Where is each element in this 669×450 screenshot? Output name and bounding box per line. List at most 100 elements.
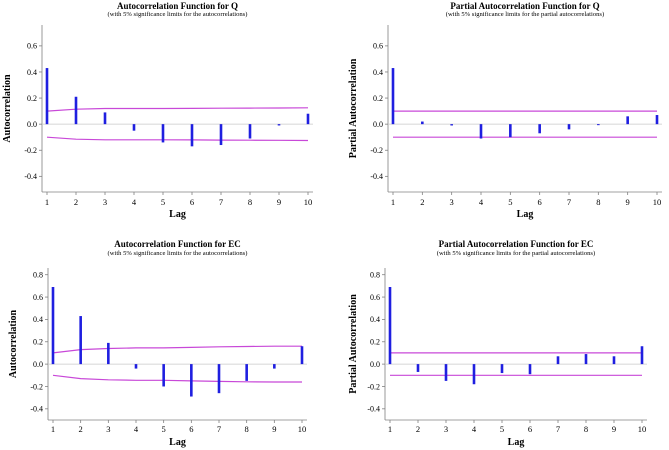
x-tick-label: 4 bbox=[479, 197, 484, 207]
y-tick-label: -0.2 bbox=[367, 382, 380, 391]
acf-bar-lag-3 bbox=[107, 342, 110, 365]
lower-significance-limit bbox=[46, 136, 309, 142]
x-tick-label: 5 bbox=[500, 424, 504, 434]
x-tick-label: 5 bbox=[508, 197, 512, 207]
y-axis-label: Partial Autocorrelation bbox=[348, 294, 359, 394]
acf-bar-lag-6 bbox=[190, 124, 194, 147]
acf-bar-lag-5 bbox=[161, 124, 165, 143]
y-tick-label: -0.2 bbox=[30, 382, 43, 391]
acf-bar-lag-10 bbox=[300, 346, 304, 365]
y-tick-label: -0.2 bbox=[370, 146, 383, 155]
chart-title: Partial Autocorrelation Function for Q bbox=[450, 1, 599, 11]
y-tick-label: 0.4 bbox=[373, 68, 383, 77]
acf-bar-lag-9 bbox=[273, 364, 276, 369]
y-tick-label: 0.0 bbox=[373, 120, 383, 129]
acf-bar-lag-6 bbox=[190, 364, 193, 397]
y-tick-label: 0.8 bbox=[33, 271, 43, 280]
acf-bar-lag-7 bbox=[217, 364, 221, 394]
y-tick-label: 0.2 bbox=[370, 338, 380, 347]
x-tick-label: 10 bbox=[638, 424, 647, 434]
x-axis-label: Lag bbox=[169, 209, 186, 220]
acf-bar-lag-1 bbox=[391, 68, 395, 125]
acf-bar-lag-8 bbox=[245, 364, 248, 381]
x-tick-label: 2 bbox=[79, 424, 83, 434]
upper-significance-limit bbox=[46, 107, 309, 112]
y-tick-label: 0.4 bbox=[370, 315, 380, 324]
chart-1: Autocorrelation Function for Q(with 5% s… bbox=[2, 1, 313, 220]
x-tick-label: 4 bbox=[132, 197, 137, 207]
y-axis-label: Autocorrelation bbox=[2, 74, 13, 143]
y-axis-label: Partial Autocorrelation bbox=[348, 58, 359, 158]
x-tick-label: 2 bbox=[74, 197, 78, 207]
x-tick-label: 3 bbox=[444, 424, 448, 434]
x-tick-label: 5 bbox=[162, 424, 166, 434]
x-tick-label: 9 bbox=[612, 424, 616, 434]
x-tick-label: 6 bbox=[189, 424, 193, 434]
x-tick-label: 10 bbox=[304, 197, 313, 207]
y-tick-label: 0.6 bbox=[373, 42, 383, 51]
chart-title: Partial Autocorrelation Function for EC bbox=[439, 239, 594, 249]
acf-bar-lag-4 bbox=[134, 364, 138, 369]
acf-bar-lag-1 bbox=[388, 287, 392, 365]
acf-bar-lag-8 bbox=[597, 124, 600, 126]
chart-3: Autocorrelation Function for EC(with 5% … bbox=[8, 239, 307, 448]
y-tick-label: 0.4 bbox=[33, 315, 43, 324]
y-tick-label: -0.4 bbox=[370, 172, 383, 181]
chart-4: Partial Autocorrelation Function for EC(… bbox=[348, 239, 647, 448]
acf-bar-lag-8 bbox=[248, 124, 252, 139]
acf-bar-lag-2 bbox=[74, 96, 78, 125]
x-tick-label: 8 bbox=[245, 424, 249, 434]
y-tick-label: 0.2 bbox=[33, 338, 43, 347]
y-tick-label: -0.4 bbox=[30, 405, 43, 414]
acf-bar-lag-3 bbox=[103, 112, 107, 125]
chart-title: Autocorrelation Function for Q bbox=[117, 1, 238, 11]
x-tick-label: 6 bbox=[190, 197, 194, 207]
y-tick-label: 0.0 bbox=[27, 120, 37, 129]
x-tick-label: 7 bbox=[219, 197, 223, 207]
acf-bar-lag-9 bbox=[612, 356, 616, 365]
acf-bar-lag-2 bbox=[79, 316, 82, 365]
acf-bar-lag-4 bbox=[132, 124, 136, 131]
acf-bar-lag-1 bbox=[45, 68, 49, 125]
chart-title: Autocorrelation Function for EC bbox=[114, 239, 240, 249]
acf-bar-lag-3 bbox=[444, 364, 448, 381]
x-tick-label: 7 bbox=[567, 197, 571, 207]
x-tick-label: 1 bbox=[388, 424, 392, 434]
x-tick-label: 4 bbox=[134, 424, 139, 434]
y-tick-label: 0.6 bbox=[33, 293, 43, 302]
acf-bar-lag-9 bbox=[277, 124, 281, 126]
x-tick-label: 2 bbox=[416, 424, 420, 434]
y-tick-label: -0.4 bbox=[24, 172, 37, 181]
y-axis-label: Autocorrelation bbox=[8, 309, 19, 378]
x-tick-label: 1 bbox=[45, 197, 49, 207]
x-tick-label: 3 bbox=[450, 197, 454, 207]
x-tick-label: 7 bbox=[217, 424, 221, 434]
x-axis-label: Lag bbox=[508, 437, 525, 448]
acf-bar-lag-8 bbox=[584, 354, 588, 365]
acf-bar-lag-4 bbox=[472, 364, 476, 385]
x-tick-label: 6 bbox=[528, 424, 532, 434]
acf-bar-lag-7 bbox=[219, 124, 223, 146]
x-tick-label: 4 bbox=[472, 424, 477, 434]
acf-bar-lag-2 bbox=[421, 121, 424, 125]
chart-subtitle: (with 5% significance limits for the par… bbox=[446, 11, 604, 18]
acf-bar-lag-4 bbox=[479, 124, 483, 139]
acf-bar-lag-7 bbox=[556, 356, 560, 365]
acf-bar-lag-10 bbox=[640, 346, 644, 365]
acf-bar-lag-3 bbox=[450, 124, 453, 126]
acf-bar-lag-5 bbox=[500, 364, 504, 374]
x-tick-label: 3 bbox=[106, 424, 110, 434]
y-tick-label: 0.4 bbox=[27, 68, 37, 77]
x-tick-label: 1 bbox=[51, 424, 55, 434]
x-tick-label: 8 bbox=[248, 197, 252, 207]
y-tick-label: 0.6 bbox=[27, 42, 37, 51]
y-tick-label: 0.6 bbox=[370, 293, 380, 302]
y-tick-label: 0.0 bbox=[33, 360, 43, 369]
x-tick-label: 10 bbox=[298, 424, 307, 434]
x-tick-label: 1 bbox=[391, 197, 395, 207]
y-tick-label: 0.8 bbox=[370, 271, 380, 280]
y-tick-label: 0.2 bbox=[27, 94, 37, 103]
x-tick-label: 9 bbox=[626, 197, 630, 207]
y-tick-label: 0.0 bbox=[370, 360, 380, 369]
acf-bar-lag-6 bbox=[528, 364, 532, 375]
